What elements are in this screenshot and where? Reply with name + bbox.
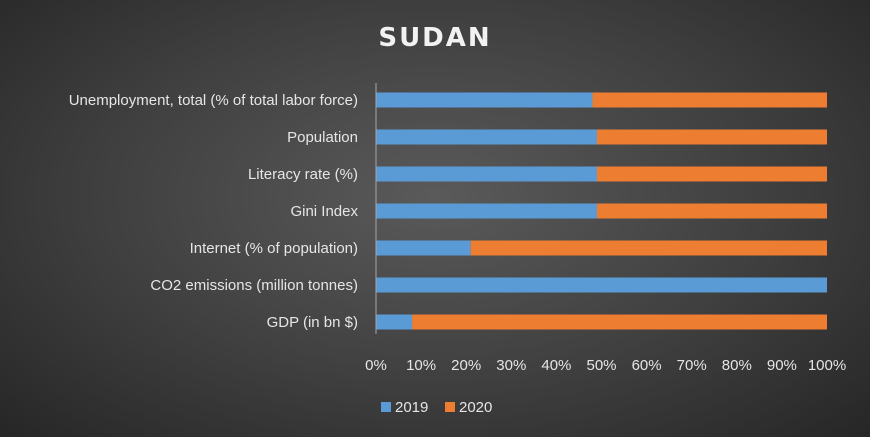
- bar-series1-4: [376, 240, 471, 256]
- legend-label: 2019: [395, 399, 428, 416]
- x-tick-label: 0%: [365, 357, 387, 374]
- category-label: Unemployment, total (% of total labor fo…: [69, 92, 358, 109]
- bar-series2-6: [412, 314, 827, 330]
- bar-series2-2: [596, 166, 827, 182]
- category-label: Internet (% of population): [190, 240, 358, 257]
- legend-label: 2020: [459, 399, 492, 416]
- category-label: Population: [287, 129, 358, 146]
- bar-series2-0: [592, 92, 827, 108]
- category-label: Gini Index: [290, 203, 358, 220]
- legend-swatch-2020: [445, 402, 455, 412]
- bar-series1-2: [376, 166, 597, 182]
- x-tick-label: 10%: [406, 357, 436, 374]
- x-tick-label: 100%: [808, 357, 846, 374]
- x-tick-label: 60%: [632, 357, 662, 374]
- chart-title: SUDAN: [378, 23, 491, 53]
- bars-layer: [376, 92, 827, 330]
- x-tick-label: 30%: [496, 357, 526, 374]
- bar-series1-6: [376, 314, 413, 330]
- bar-series1-5: [376, 277, 827, 293]
- bar-series1-0: [376, 92, 593, 108]
- bar-series1-3: [376, 203, 597, 219]
- category-label: Literacy rate (%): [248, 166, 358, 183]
- bar-series2-4: [470, 240, 827, 256]
- bar-series1-1: [376, 129, 597, 145]
- bar-series2-3: [596, 203, 827, 219]
- x-tick-label: 50%: [586, 357, 616, 374]
- category-label: GDP (in bn $): [267, 314, 358, 331]
- x-tick-label: 80%: [722, 357, 752, 374]
- x-tick-label: 40%: [541, 357, 571, 374]
- category-labels: Unemployment, total (% of total labor fo…: [69, 92, 359, 331]
- bar-series2-1: [596, 129, 827, 145]
- category-label: CO2 emissions (million tonnes): [150, 277, 358, 294]
- legend: 2019 2020: [381, 399, 492, 416]
- x-tick-label: 20%: [451, 357, 481, 374]
- x-tick-label: 70%: [677, 357, 707, 374]
- legend-swatch-2019: [381, 402, 391, 412]
- x-tick-label: 90%: [767, 357, 797, 374]
- x-axis: 0% 10% 20% 30% 40% 50% 60% 70% 80% 90% 100%: [365, 83, 846, 374]
